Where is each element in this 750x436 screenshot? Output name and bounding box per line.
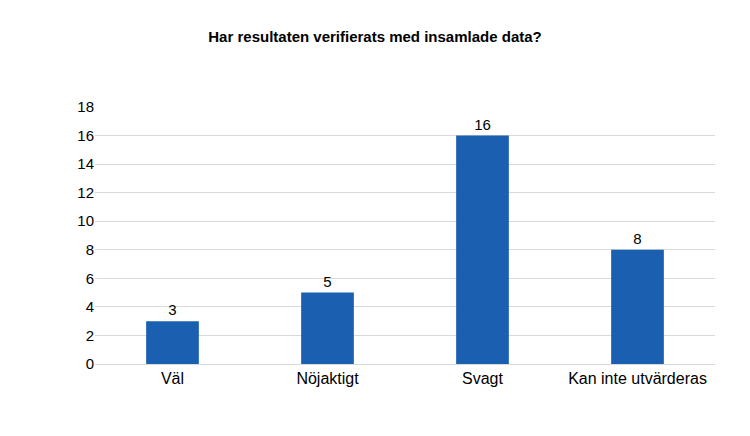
svg-text:Svagt: Svagt bbox=[462, 370, 503, 387]
svg-text:6: 6 bbox=[86, 270, 94, 287]
svg-text:Väl: Väl bbox=[161, 370, 184, 387]
svg-text:2: 2 bbox=[86, 327, 94, 344]
svg-text:5: 5 bbox=[323, 273, 331, 290]
svg-text:16: 16 bbox=[77, 127, 94, 144]
svg-text:18: 18 bbox=[77, 98, 94, 115]
svg-text:12: 12 bbox=[77, 184, 94, 201]
svg-text:0: 0 bbox=[86, 355, 94, 372]
svg-text:4: 4 bbox=[86, 298, 94, 315]
svg-text:Nöjaktigt: Nöjaktigt bbox=[296, 370, 359, 387]
svg-text:16: 16 bbox=[474, 116, 491, 133]
svg-text:14: 14 bbox=[77, 155, 94, 172]
svg-text:8: 8 bbox=[86, 241, 94, 258]
svg-text:Kan inte utvärderas: Kan inte utvärderas bbox=[568, 370, 707, 387]
svg-text:Har resultaten verifierats med: Har resultaten verifierats med insamlade… bbox=[208, 28, 541, 45]
svg-text:10: 10 bbox=[77, 212, 94, 229]
svg-text:3: 3 bbox=[168, 301, 176, 318]
svg-text:8: 8 bbox=[633, 230, 641, 247]
